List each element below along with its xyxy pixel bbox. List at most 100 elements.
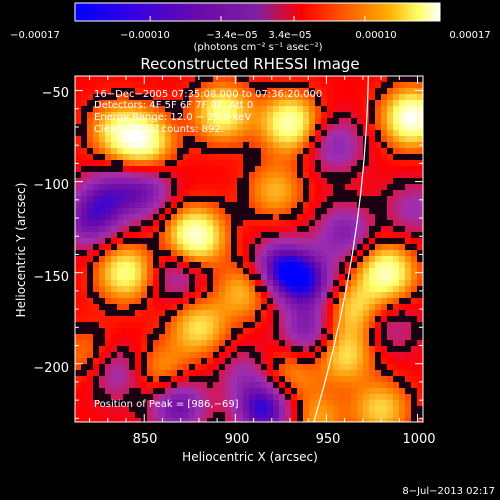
heatmap-cell xyxy=(201,136,208,143)
heatmap-cell xyxy=(291,262,298,269)
heatmap-cell xyxy=(189,418,196,422)
heatmap-cell xyxy=(261,388,268,395)
heatmap-cell xyxy=(219,112,226,119)
heatmap-cell xyxy=(411,388,418,395)
heatmap-cell xyxy=(231,418,238,422)
heatmap-cell xyxy=(153,112,160,119)
heatmap-cell xyxy=(255,112,262,119)
heatmap-cell xyxy=(399,262,406,269)
heatmap-cell xyxy=(255,304,262,311)
heatmap-cell xyxy=(375,358,382,365)
heatmap-cell xyxy=(111,412,118,419)
heatmap-cell xyxy=(387,136,394,143)
heatmap-cell xyxy=(357,160,364,167)
heatmap-cell xyxy=(87,418,94,422)
heatmap-cell xyxy=(183,304,190,311)
heatmap-cell xyxy=(261,148,268,155)
heatmap-cell xyxy=(129,214,136,221)
heatmap-cell xyxy=(405,148,412,155)
heatmap-cell xyxy=(213,112,220,119)
heatmap-cell xyxy=(171,172,178,179)
heatmap-cell xyxy=(333,112,340,119)
heatmap-cell xyxy=(417,202,423,209)
heatmap-cell xyxy=(411,244,418,251)
heatmap-cell xyxy=(285,232,292,239)
heatmap-cell xyxy=(291,250,298,257)
heatmap-cell xyxy=(291,280,298,287)
heatmap-cell xyxy=(321,226,328,233)
heatmap-cell xyxy=(339,382,346,389)
heatmap-cell xyxy=(357,412,364,419)
heatmap-cell xyxy=(207,418,214,422)
heatmap-cell xyxy=(153,250,160,257)
heatmap-cell xyxy=(87,184,94,191)
heatmap-cell xyxy=(219,262,226,269)
heatmap-cell xyxy=(309,262,316,269)
heatmap-cell xyxy=(411,406,418,413)
heatmap-cell xyxy=(111,280,118,287)
heatmap-cell xyxy=(195,118,202,125)
heatmap-cell xyxy=(411,154,418,161)
heatmap-cell xyxy=(189,154,196,161)
heatmap-cell xyxy=(399,220,406,227)
heatmap-cell xyxy=(327,346,334,353)
heatmap-cell xyxy=(303,346,310,353)
heatmap-cell xyxy=(135,304,142,311)
heatmap-cell xyxy=(351,148,358,155)
heatmap-cell xyxy=(315,226,322,233)
heatmap-cell xyxy=(345,370,352,377)
heatmap-cell xyxy=(411,412,418,419)
heatmap-cell xyxy=(141,274,148,281)
heatmap-cell xyxy=(321,88,328,95)
heatmap-cell xyxy=(393,358,400,365)
heatmap-cell xyxy=(225,136,232,143)
heatmap-cell xyxy=(117,88,124,95)
heatmap-cell xyxy=(381,280,388,287)
heatmap-cell xyxy=(339,310,346,317)
heatmap-cell xyxy=(219,100,226,107)
heatmap-cell xyxy=(291,394,298,401)
heatmap-cell xyxy=(171,382,178,389)
heatmap-cell xyxy=(393,190,400,197)
heatmap-cell xyxy=(297,394,304,401)
heatmap-cell xyxy=(219,328,226,335)
heatmap-cell xyxy=(243,262,250,269)
heatmap-cell xyxy=(291,118,298,125)
heatmap-cell xyxy=(261,250,268,257)
heatmap-cell xyxy=(99,370,106,377)
heatmap-cell xyxy=(201,334,208,341)
heatmap-cell xyxy=(207,334,214,341)
heatmap-cell xyxy=(237,328,244,335)
heatmap-cell xyxy=(129,94,136,101)
heatmap-cell xyxy=(159,88,166,95)
heatmap-cell xyxy=(375,388,382,395)
heatmap-cell xyxy=(189,370,196,377)
heatmap-cell xyxy=(375,328,382,335)
heatmap-cell xyxy=(357,112,364,119)
heatmap-cell xyxy=(123,136,130,143)
heatmap-cell xyxy=(303,160,310,167)
heatmap-cell xyxy=(399,238,406,245)
heatmap-cell xyxy=(129,88,136,95)
heatmap-cell xyxy=(87,328,94,335)
heatmap-cell xyxy=(219,130,226,137)
heatmap-cell xyxy=(165,220,172,227)
heatmap-cell xyxy=(243,82,250,89)
heatmap-cell xyxy=(219,412,226,419)
heatmap-cell xyxy=(291,256,298,263)
heatmap-cell xyxy=(297,178,304,185)
heatmap-cell xyxy=(321,310,328,317)
heatmap-cell xyxy=(129,112,136,119)
heatmap-cell xyxy=(189,196,196,203)
heatmap-cell xyxy=(345,178,352,185)
heatmap-cell xyxy=(141,112,148,119)
heatmap-cell xyxy=(381,310,388,317)
heatmap-cell xyxy=(255,310,262,317)
heatmap-cell xyxy=(189,268,196,275)
heatmap-cell xyxy=(393,154,400,161)
heatmap-cell xyxy=(399,298,406,305)
heatmap-cell xyxy=(297,118,304,125)
heatmap-cell xyxy=(381,130,388,137)
heatmap-cell xyxy=(381,328,388,335)
heatmap-cell xyxy=(273,82,280,89)
